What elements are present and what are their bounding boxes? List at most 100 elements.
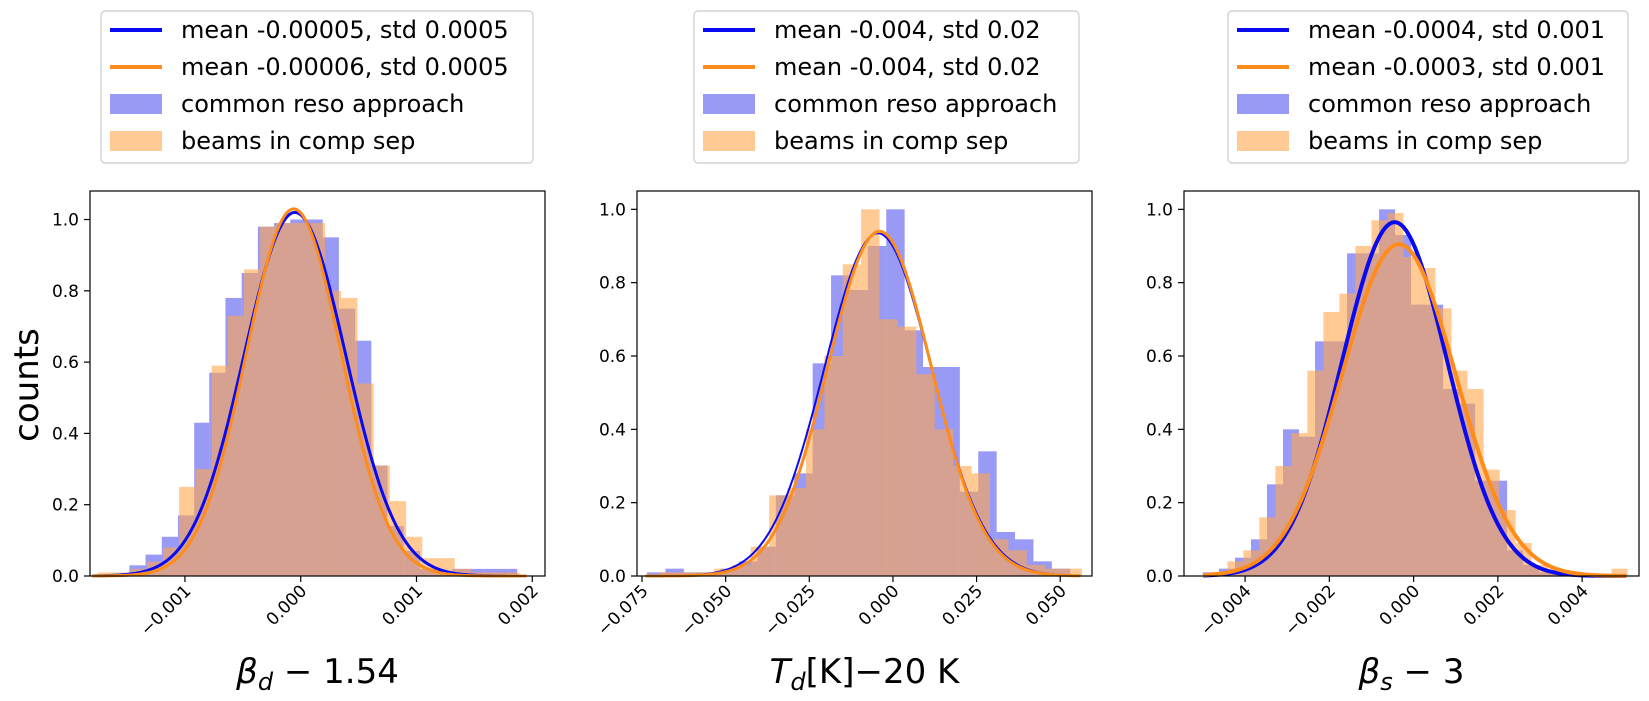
legend-swatch-patch-blue bbox=[1237, 94, 1289, 114]
histogram-bar bbox=[658, 572, 678, 576]
legend-swatch-patch-blue bbox=[703, 94, 755, 114]
legend-entry-label: mean -0.00005, std 0.0005 bbox=[181, 16, 509, 44]
legend-entry-label: mean -0.0004, std 0.001 bbox=[1308, 16, 1605, 44]
legend-entry-label: beams in comp sep bbox=[1308, 127, 1542, 155]
x-axis-label: Td[K]−20 K bbox=[770, 652, 961, 696]
legend: mean -0.00005, std 0.0005 mean -0.00006, … bbox=[100, 10, 534, 164]
legend-entry-label: common reso approach bbox=[774, 90, 1057, 118]
x-tick-label: −0.025 bbox=[761, 581, 820, 640]
plot-frame bbox=[89, 190, 546, 577]
histogram-bar bbox=[732, 565, 751, 576]
histogram-bar bbox=[1026, 565, 1046, 576]
x-axis-label-rest: [K]−20 K bbox=[806, 652, 961, 692]
histogram-bar bbox=[1531, 565, 1548, 576]
histogram-bar bbox=[503, 572, 520, 576]
histogram-bar bbox=[276, 223, 293, 577]
histogram-bar bbox=[677, 572, 696, 576]
x-axis-label-rest: − 1.54 bbox=[273, 652, 399, 692]
histogram-bar bbox=[357, 383, 374, 576]
histogram-bar bbox=[179, 486, 196, 576]
x-axis-label-subscript: d bbox=[258, 668, 274, 696]
histogram-bar bbox=[1307, 370, 1324, 576]
legend-entry-label: beams in comp sep bbox=[181, 127, 415, 155]
y-tick-label: 0.0 bbox=[52, 567, 79, 587]
legend-swatch-patch-orange bbox=[703, 131, 755, 151]
histogram-bar bbox=[292, 223, 309, 577]
legend-entry-label: common reso approach bbox=[1308, 90, 1591, 118]
y-tick-label: 0.6 bbox=[1146, 347, 1173, 367]
x-tick-label: 0.050 bbox=[1022, 581, 1071, 630]
chart-panel-1: 0.0 0.2 0.4 0.6 0.8 1.0 −0.001 0.000 0.001 0.002 β… bbox=[52, 10, 546, 696]
x-axis-label-rest: − 3 bbox=[1393, 652, 1465, 692]
histogram-bar bbox=[897, 326, 917, 576]
x-axis-label-subscript: s bbox=[1380, 668, 1393, 696]
y-tick-label: 0.2 bbox=[599, 494, 626, 514]
x-axis-label: βd − 1.54 bbox=[235, 652, 399, 696]
legend-entry-label: mean -0.004, std 0.02 bbox=[774, 16, 1041, 44]
y-tick-label: 0.2 bbox=[1146, 494, 1173, 514]
histogram-bar bbox=[879, 319, 898, 576]
legend-entry-label: mean -0.004, std 0.02 bbox=[774, 53, 1041, 81]
x-tick-label: 0.004 bbox=[1544, 581, 1593, 630]
legend-frame bbox=[100, 10, 534, 164]
histogram-bar bbox=[916, 374, 935, 576]
histogram-bar bbox=[1611, 568, 1628, 576]
plot-frame bbox=[1183, 190, 1640, 577]
histogram-bar bbox=[1063, 568, 1082, 576]
fit-curve-orange bbox=[92, 207, 527, 578]
x-tick-label: −0.050 bbox=[678, 581, 737, 640]
y-tick-label: 0.8 bbox=[1146, 274, 1173, 294]
histogram-bar bbox=[325, 290, 342, 576]
legend-frame bbox=[1227, 10, 1629, 164]
histogram-bar bbox=[1045, 568, 1064, 576]
y-tick-label: 1.0 bbox=[599, 200, 626, 220]
histogram-bar bbox=[1387, 213, 1404, 576]
x-tick-label: −0.002 bbox=[1281, 581, 1340, 640]
fit-curve-orange bbox=[1202, 242, 1627, 578]
x-axis-label-symbol: β bbox=[1358, 652, 1381, 692]
histogram-bar bbox=[750, 546, 770, 576]
y-tick-label: 0.6 bbox=[599, 347, 626, 367]
y-tick-label: 0.4 bbox=[599, 420, 626, 440]
x-tick-label: 0.025 bbox=[939, 581, 988, 630]
x-tick-label: 0.001 bbox=[378, 581, 427, 630]
histogram-bar bbox=[842, 264, 862, 576]
y-tick-label: 0.2 bbox=[52, 496, 79, 516]
chart-panel-3: 0.0 0.2 0.4 0.6 0.8 1.0 −0.004 −0.002 0.000 0.002… bbox=[1146, 10, 1640, 696]
x-tick-label: −0.075 bbox=[594, 581, 653, 640]
histogram-bar bbox=[1419, 268, 1436, 576]
histogram-bar bbox=[934, 429, 954, 576]
histogram-bar bbox=[227, 315, 244, 576]
histogram-bar bbox=[487, 572, 504, 576]
x-axis-label-subscript: d bbox=[790, 668, 806, 696]
histogram-bar bbox=[1355, 246, 1372, 576]
plot-frame bbox=[636, 190, 1093, 577]
chart-panel-2: 0.0 0.2 0.4 0.6 0.8 1.0 −0.075 −0.050 −0.025 0.00… bbox=[594, 10, 1093, 696]
legend: mean -0.004, std 0.02 mean -0.004, std 0.… bbox=[693, 10, 1080, 164]
y-tick-label: 0.6 bbox=[52, 353, 79, 373]
histogram-series-beams-comp-sep bbox=[98, 223, 520, 577]
histogram-bar bbox=[1323, 312, 1340, 576]
histogram-bar bbox=[373, 465, 390, 576]
y-tick-label: 0.8 bbox=[599, 274, 626, 294]
legend-entry-label: mean -0.0003, std 0.001 bbox=[1308, 53, 1605, 81]
histogram-bar bbox=[861, 209, 880, 577]
y-tick-label: 0.0 bbox=[599, 567, 626, 587]
x-tick-label: −0.004 bbox=[1197, 581, 1256, 640]
x-tick-label: 0.002 bbox=[494, 581, 543, 630]
y-tick-label: 0.4 bbox=[1146, 420, 1173, 440]
x-tick-label: 0.000 bbox=[855, 581, 904, 630]
x-axis-label-symbol: T bbox=[770, 652, 793, 692]
histogram-bar bbox=[824, 356, 843, 576]
histogram-bar bbox=[647, 572, 666, 576]
y-axis-label: counts bbox=[7, 328, 47, 442]
histogram-bar bbox=[260, 226, 277, 577]
histogram-bar bbox=[787, 488, 806, 576]
fit-curve-orange bbox=[645, 229, 1081, 578]
histogram-bar bbox=[308, 223, 326, 577]
x-tick-label: 0.002 bbox=[1460, 581, 1509, 630]
legend-swatch-patch-orange bbox=[110, 131, 162, 151]
histogram-bar bbox=[1371, 220, 1388, 577]
y-tick-label: 0.4 bbox=[52, 424, 79, 444]
